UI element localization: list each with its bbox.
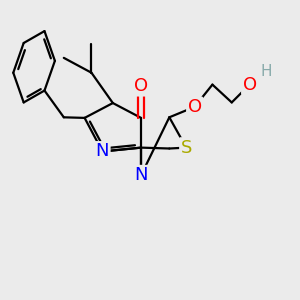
Text: N: N — [134, 166, 148, 184]
Text: O: O — [134, 77, 148, 95]
Text: S: S — [181, 139, 192, 157]
Text: O: O — [242, 76, 256, 94]
Text: N: N — [96, 142, 109, 160]
Text: O: O — [188, 98, 202, 116]
Text: H: H — [260, 64, 272, 79]
